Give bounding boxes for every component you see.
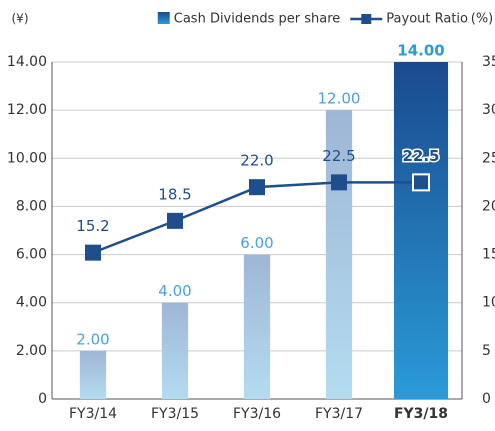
legend-marker <box>361 14 372 24</box>
legend-label: Payout Ratio <box>386 12 468 27</box>
line-marker <box>331 174 347 191</box>
line-value-label: 22.0 <box>240 152 273 170</box>
legend-swatch <box>157 12 170 24</box>
y-tick-label: 2.00 <box>16 343 47 359</box>
bar-value-label: 6.00 <box>240 234 273 252</box>
line-value-label: 18.5 <box>158 185 191 203</box>
y-tick-label: 4.00 <box>16 295 47 311</box>
y2-tick-label: 25 <box>482 150 495 166</box>
line-marker <box>412 173 430 192</box>
y-tick-label: 8.00 <box>16 198 47 214</box>
bar <box>325 110 353 400</box>
bar-value-label: 2.00 <box>76 330 109 348</box>
y2-tick-label: 0 <box>482 391 491 407</box>
y-tick-label: 14.00 <box>7 54 47 70</box>
y2-tick-label: 20 <box>482 198 495 214</box>
line-marker <box>167 212 183 229</box>
y-tick-label: 10.00 <box>7 150 47 166</box>
y2-tick-label: 5 <box>482 343 491 359</box>
line-value-label: 15.2 <box>76 217 109 235</box>
bar-value-label: 14.00 <box>397 42 444 60</box>
bar <box>79 350 107 399</box>
bar <box>393 62 449 399</box>
x-tick-label: FY3/17 <box>315 406 363 422</box>
line-value-label: 22.5 <box>322 147 355 165</box>
line-marker <box>85 244 101 261</box>
legend-label: Cash Dividends per share <box>174 12 341 27</box>
y-axis-label: (¥) <box>12 12 29 26</box>
y2-tick-label: 30 <box>482 102 495 118</box>
y-tick-label: 12.00 <box>7 102 47 118</box>
bar <box>161 302 189 399</box>
y-tick-label: 6.00 <box>16 247 47 263</box>
x-tick-label: FY3/14 <box>69 406 117 422</box>
bar-value-label: 4.00 <box>158 282 191 300</box>
y2-tick-label: 15 <box>482 247 495 263</box>
y2-axis-label: (%) <box>471 12 494 27</box>
line-marker <box>249 179 265 196</box>
x-tick-label: FY3/18 <box>394 406 448 422</box>
y-tick-label: 0 <box>38 391 47 407</box>
bar <box>243 254 271 399</box>
line-value-label: 22.5 <box>402 147 439 165</box>
x-tick-label: FY3/15 <box>151 406 199 422</box>
x-tick-label: FY3/16 <box>233 406 281 422</box>
bar-value-label: 12.00 <box>318 90 361 108</box>
y2-tick-label: 35 <box>482 54 495 70</box>
y2-tick-label: 10 <box>482 295 495 311</box>
